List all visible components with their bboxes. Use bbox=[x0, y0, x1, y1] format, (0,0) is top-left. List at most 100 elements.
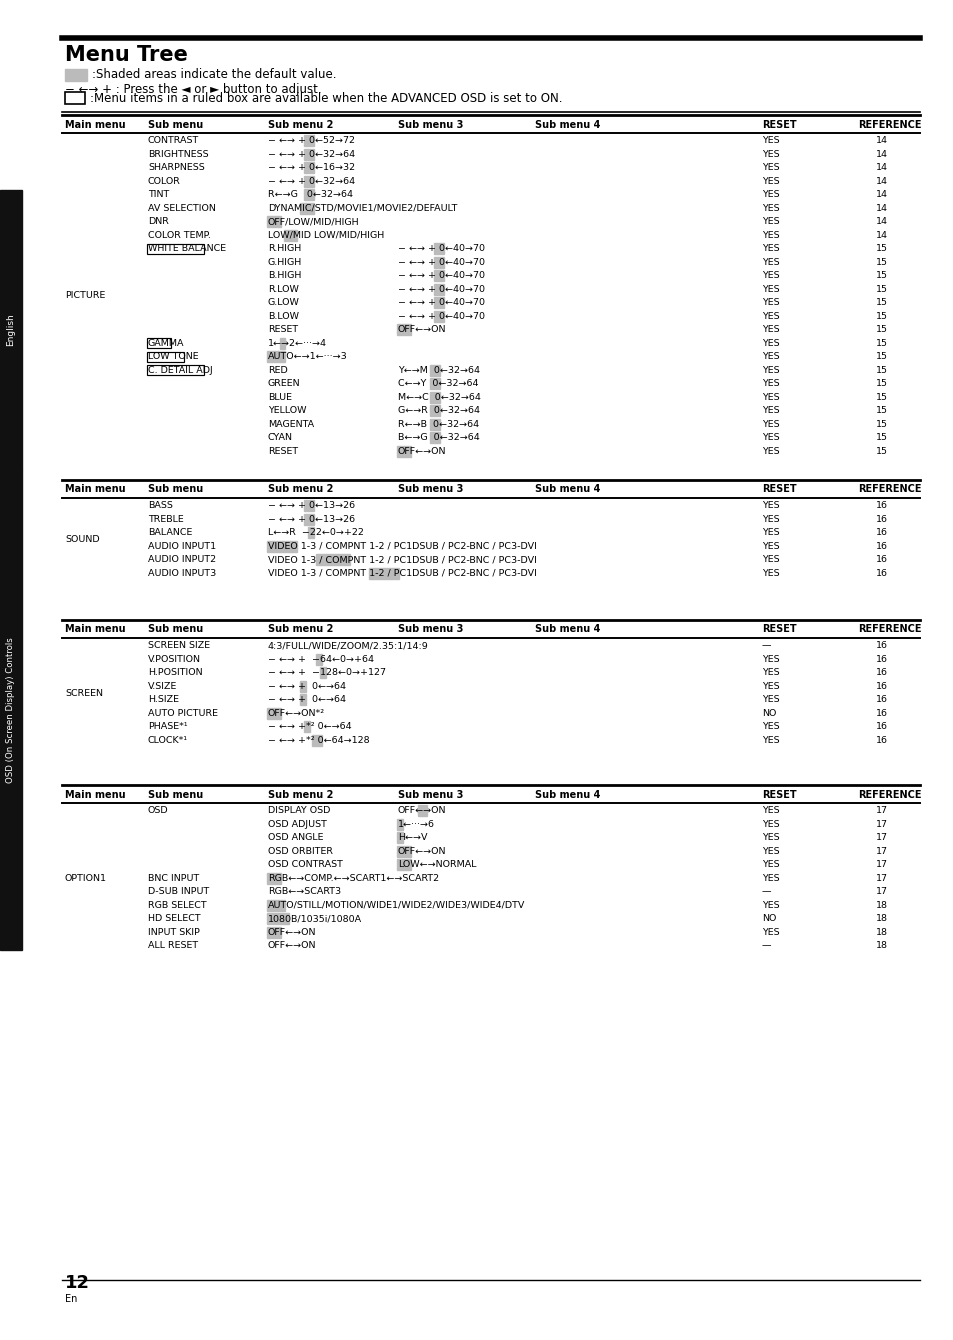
Bar bbox=[147, 338, 172, 348]
Text: INPUT SKIP: INPUT SKIP bbox=[148, 927, 200, 937]
Text: SCREEN: SCREEN bbox=[65, 689, 103, 698]
Text: 4:3/FULL/WIDE/ZOOM/2.35:1/14:9: 4:3/FULL/WIDE/ZOOM/2.35:1/14:9 bbox=[268, 642, 428, 650]
Text: − ←→ + 0←32→64: − ←→ + 0←32→64 bbox=[268, 150, 355, 158]
Text: 15: 15 bbox=[875, 379, 887, 389]
Text: VIDEO 1-3 / COMPNT 1-2 / PC1DSUB / PC2-BNC / PC3-DVI: VIDEO 1-3 / COMPNT 1-2 / PC1DSUB / PC2-B… bbox=[268, 555, 537, 564]
Bar bbox=[267, 351, 285, 362]
Text: RESET: RESET bbox=[761, 789, 796, 800]
Bar bbox=[397, 846, 411, 856]
Text: V.SIZE: V.SIZE bbox=[148, 682, 177, 690]
Text: H←→V: H←→V bbox=[397, 833, 427, 843]
Text: − ←→ + 0←32→64: − ←→ + 0←32→64 bbox=[268, 177, 355, 186]
Text: RED: RED bbox=[268, 366, 288, 375]
Text: − ←→ + 0←40→70: − ←→ + 0←40→70 bbox=[397, 271, 484, 280]
Text: OFF←→ON*²: OFF←→ON*² bbox=[268, 709, 325, 718]
Text: Main menu: Main menu bbox=[65, 119, 126, 130]
Text: YELLOW: YELLOW bbox=[268, 406, 306, 415]
Bar bbox=[434, 256, 443, 268]
Text: 16: 16 bbox=[875, 722, 887, 732]
Text: OFF←→ON: OFF←→ON bbox=[268, 941, 316, 950]
Text: − ←→ + : Press the ◄ or ► button to adjust.: − ←→ + : Press the ◄ or ► button to adju… bbox=[65, 83, 321, 96]
Text: − ←→ +*² 0←64→128: − ←→ +*² 0←64→128 bbox=[268, 736, 369, 745]
Text: Sub menu 3: Sub menu 3 bbox=[397, 485, 463, 494]
Bar bbox=[430, 431, 439, 444]
Text: OSD ANGLE: OSD ANGLE bbox=[268, 833, 323, 843]
Text: RGB SELECT: RGB SELECT bbox=[148, 900, 207, 910]
Text: 1←···→6: 1←···→6 bbox=[397, 820, 435, 828]
Text: G.LOW: G.LOW bbox=[268, 299, 299, 307]
Text: R←→B  0←32→64: R←→B 0←32→64 bbox=[397, 419, 478, 429]
Text: YES: YES bbox=[761, 150, 779, 158]
Text: YES: YES bbox=[761, 900, 779, 910]
Text: AV SELECTION: AV SELECTION bbox=[148, 204, 215, 213]
Bar bbox=[304, 176, 314, 186]
Text: − ←→ + 0←52→72: − ←→ + 0←52→72 bbox=[268, 137, 355, 145]
Text: PICTURE: PICTURE bbox=[65, 292, 105, 300]
Text: PHASE*¹: PHASE*¹ bbox=[148, 722, 188, 732]
Text: YES: YES bbox=[761, 736, 779, 745]
Text: YES: YES bbox=[761, 177, 779, 186]
Text: LOW TONE: LOW TONE bbox=[148, 352, 198, 362]
Text: Sub menu: Sub menu bbox=[148, 119, 203, 130]
Text: B←→G  0←32→64: B←→G 0←32→64 bbox=[397, 433, 479, 442]
Text: OSD ADJUST: OSD ADJUST bbox=[268, 820, 327, 828]
Text: LOW←→NORMAL: LOW←→NORMAL bbox=[397, 860, 476, 870]
Bar bbox=[430, 405, 439, 417]
Text: Sub menu: Sub menu bbox=[148, 624, 203, 635]
Text: YES: YES bbox=[761, 555, 779, 564]
Text: NO: NO bbox=[761, 914, 776, 923]
Text: YES: YES bbox=[761, 501, 779, 511]
Text: 17: 17 bbox=[875, 820, 887, 828]
Bar bbox=[369, 568, 398, 579]
Text: :Shaded areas indicate the default value.: :Shaded areas indicate the default value… bbox=[91, 68, 336, 82]
Text: 15: 15 bbox=[875, 366, 887, 375]
Bar bbox=[430, 391, 439, 403]
Text: − ←→ +  0←→64: − ←→ + 0←→64 bbox=[268, 682, 346, 690]
Text: − ←→ + 0←40→70: − ←→ + 0←40→70 bbox=[397, 257, 484, 267]
Text: YES: YES bbox=[761, 568, 779, 578]
Text: R.LOW: R.LOW bbox=[268, 285, 298, 293]
Text: BNC INPUT: BNC INPUT bbox=[148, 874, 199, 883]
Text: G←→R  0←32→64: G←→R 0←32→64 bbox=[397, 406, 479, 415]
Text: OSD CONTRAST: OSD CONTRAST bbox=[268, 860, 342, 870]
Text: YES: YES bbox=[761, 379, 779, 389]
Text: B.HIGH: B.HIGH bbox=[268, 271, 301, 280]
Text: YES: YES bbox=[761, 515, 779, 524]
Text: REFERENCE: REFERENCE bbox=[857, 119, 921, 130]
Text: C←→Y  0←32→64: C←→Y 0←32→64 bbox=[397, 379, 478, 389]
Text: Sub menu 4: Sub menu 4 bbox=[535, 624, 599, 635]
Text: 16: 16 bbox=[875, 682, 887, 690]
Text: H.POSITION: H.POSITION bbox=[148, 669, 202, 677]
Text: YES: YES bbox=[761, 847, 779, 856]
Text: YES: YES bbox=[761, 204, 779, 213]
Text: G.HIGH: G.HIGH bbox=[268, 257, 302, 267]
Bar bbox=[397, 819, 403, 829]
Text: YES: YES bbox=[761, 244, 779, 253]
Text: Main menu: Main menu bbox=[65, 789, 126, 800]
Text: Sub menu 4: Sub menu 4 bbox=[535, 485, 599, 494]
Bar bbox=[147, 351, 183, 362]
Text: OSD ORBITER: OSD ORBITER bbox=[268, 847, 333, 856]
Text: REFERENCE: REFERENCE bbox=[857, 789, 921, 800]
Text: 14: 14 bbox=[875, 230, 887, 240]
Bar bbox=[430, 364, 439, 377]
Text: 15: 15 bbox=[875, 419, 887, 429]
Text: 15: 15 bbox=[875, 406, 887, 415]
Text: 17: 17 bbox=[875, 807, 887, 815]
Text: Sub menu 4: Sub menu 4 bbox=[535, 789, 599, 800]
Bar bbox=[434, 243, 443, 255]
Text: MAGENTA: MAGENTA bbox=[268, 419, 314, 429]
Text: HD SELECT: HD SELECT bbox=[148, 914, 200, 923]
Text: L←→R  −22←0→+22: L←→R −22←0→+22 bbox=[268, 528, 363, 537]
Bar bbox=[430, 418, 439, 430]
Text: English: English bbox=[7, 314, 15, 346]
Text: RESET: RESET bbox=[268, 446, 297, 456]
Text: 18: 18 bbox=[875, 900, 887, 910]
Text: OSD: OSD bbox=[148, 807, 169, 815]
Text: 15: 15 bbox=[875, 244, 887, 253]
Bar bbox=[0, 190, 22, 470]
Text: AUTO PICTURE: AUTO PICTURE bbox=[148, 709, 218, 718]
Text: Sub menu: Sub menu bbox=[148, 789, 203, 800]
Bar bbox=[0, 470, 22, 950]
Text: REFERENCE: REFERENCE bbox=[857, 485, 921, 494]
